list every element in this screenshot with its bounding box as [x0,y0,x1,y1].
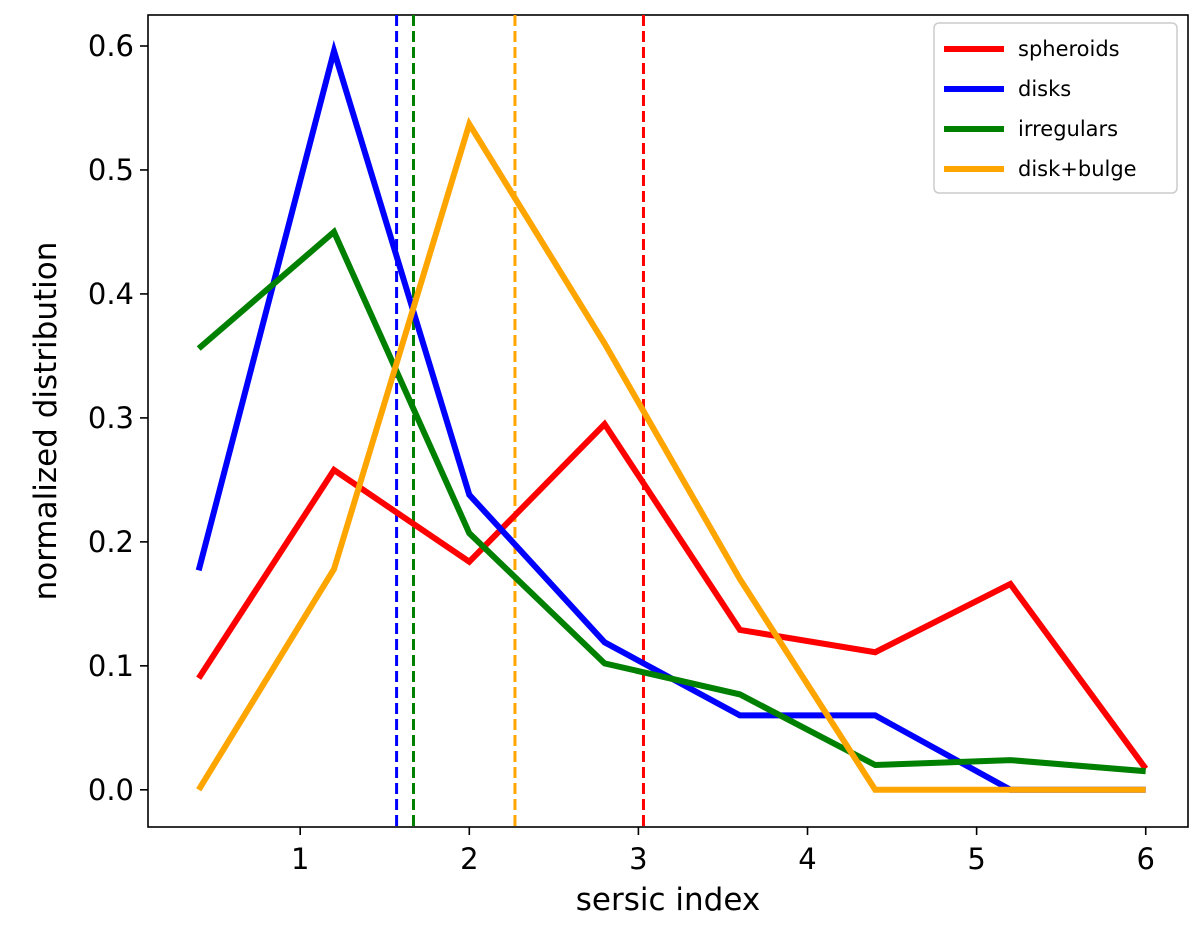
x-axis-ticks: 1 2 3 4 5 6 [291,827,1155,876]
legend-label: irregulars [1018,117,1118,141]
y-axis-label: normalized distribution [28,242,64,601]
legend-frame [933,22,1178,194]
legend: spheroids disks irregulars disk+bulge [933,22,1178,194]
y-tick-label: 0.5 [88,153,134,187]
legend-label: spheroids [1018,37,1120,61]
series-lines [195,39,1149,793]
legend-label: disks [1018,77,1071,101]
series-line-disk-bulge [196,116,1146,793]
y-tick-label: 0.2 [88,525,134,559]
y-tick-label: 0.6 [88,29,134,63]
y-tick-label: 0.3 [88,401,134,435]
x-tick-label: 1 [291,842,309,876]
y-axis-ticks: 0.0 0.1 0.2 0.3 0.4 0.5 0.6 [88,29,148,807]
y-tick-label: 0.4 [88,277,134,311]
series-line-irregulars [196,227,1146,775]
x-axis-label: sersic index [576,882,760,918]
y-tick-label: 0.0 [88,773,134,807]
legend-label: disk+bulge [1018,157,1137,181]
x-tick-label: 2 [460,842,478,876]
x-tick-label: 6 [1136,842,1154,876]
x-tick-label: 3 [629,842,647,876]
reference-lines [395,15,645,827]
x-tick-label: 4 [798,842,816,876]
y-tick-label: 0.1 [88,649,134,683]
x-tick-label: 5 [967,842,985,876]
